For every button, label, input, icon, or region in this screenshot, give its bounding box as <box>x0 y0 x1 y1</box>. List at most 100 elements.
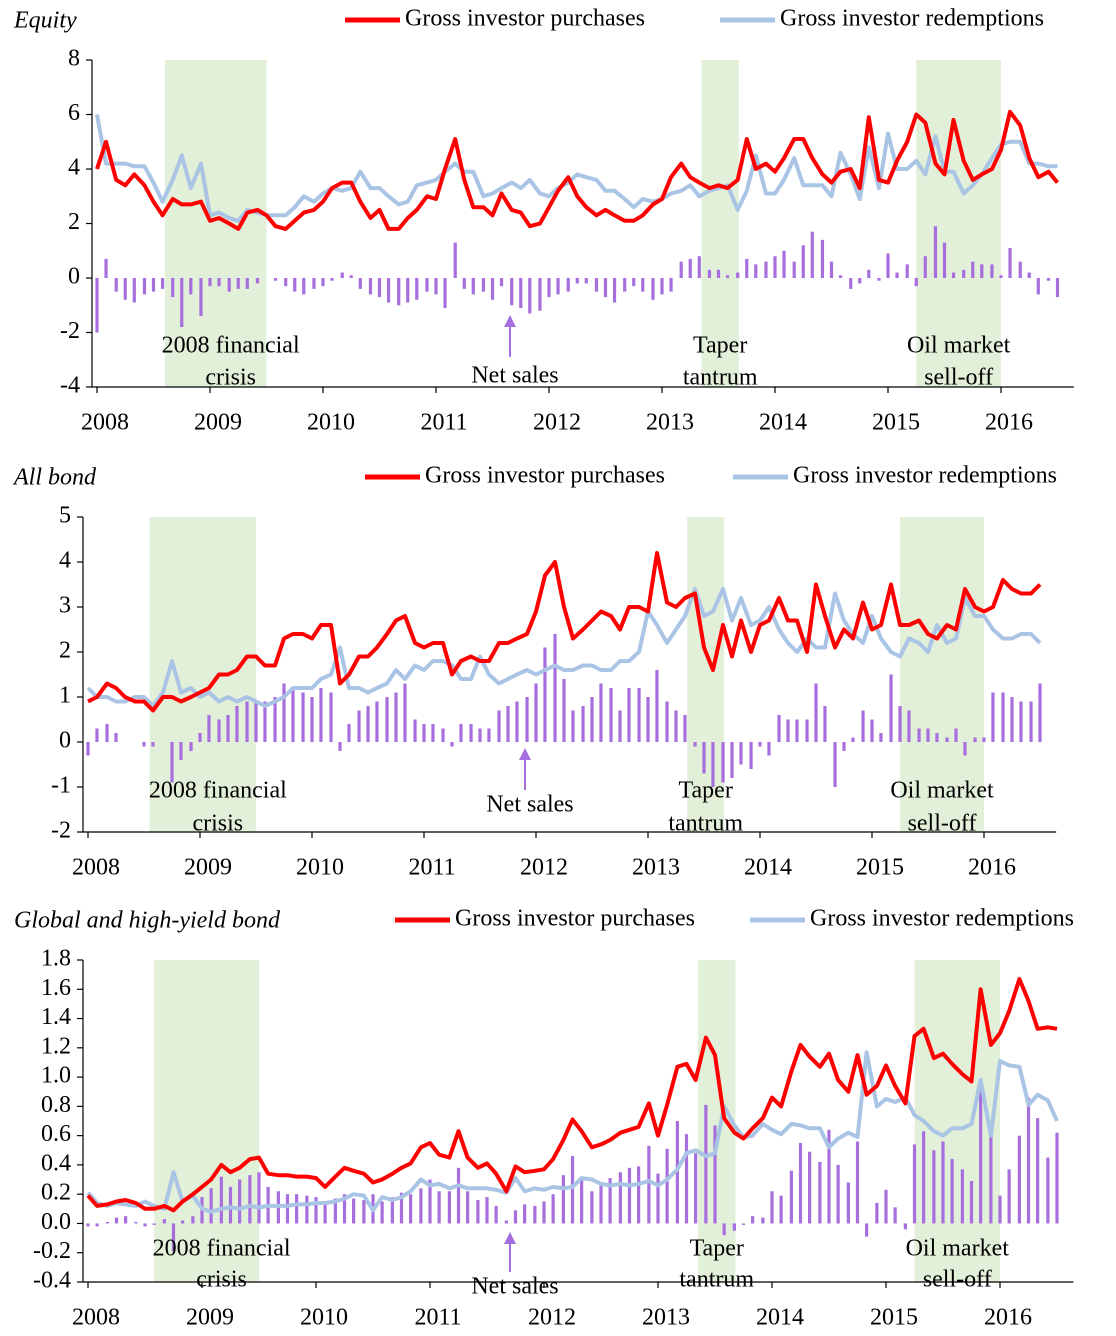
net-sales-bar <box>142 278 147 295</box>
net-sales-bar <box>801 245 805 278</box>
net-sales-bar <box>105 724 109 742</box>
net-sales-bar <box>754 264 758 278</box>
net-sales-bar <box>697 256 701 278</box>
legend-label: Gross investor redemptions <box>810 906 1074 932</box>
net-sales-bar <box>814 683 818 742</box>
y-tick-label: 0.4 <box>41 1150 71 1176</box>
net-sales-bar <box>922 1131 926 1224</box>
net-sales-bar <box>217 278 221 287</box>
net-sales-bar <box>510 278 514 306</box>
net-sales-bar <box>870 719 874 742</box>
legend-label: Gross investor purchases <box>455 906 695 932</box>
series-line <box>86 977 1058 1213</box>
net-sales-bar <box>942 242 947 278</box>
legend-label: Gross investor redemptions <box>793 463 1057 489</box>
net-sales-bar <box>886 253 890 278</box>
shaded-period <box>900 517 984 832</box>
net-sales-bar <box>827 1129 831 1224</box>
net-sales-bar <box>612 278 617 303</box>
net-sales-bar <box>1046 278 1051 281</box>
net-sales-bar <box>462 278 466 289</box>
net-sales-bar <box>627 688 631 742</box>
net-sales-bar <box>584 278 588 284</box>
net-sales-bar <box>273 697 277 742</box>
net-sales-bar <box>641 278 645 292</box>
net-sales-bar <box>1029 701 1033 742</box>
x-tick-label: 2012 <box>533 410 581 436</box>
net-sales-bar <box>338 742 342 751</box>
net-sales-bar <box>399 1192 404 1224</box>
net-sales-bar <box>386 278 391 303</box>
net-sales-bar <box>226 715 230 742</box>
x-tick-label: 2008 <box>72 1305 120 1331</box>
net-sales-bar <box>543 647 547 742</box>
series-line <box>87 551 1042 713</box>
period-label: Oil market <box>907 333 1011 359</box>
net-sales-bar <box>914 278 918 287</box>
y-tick-label: 1.8 <box>41 946 71 972</box>
net-sales-bar <box>898 706 902 742</box>
y-tick-label: -0.2 <box>33 1238 71 1264</box>
net-sales-bar <box>789 1170 793 1224</box>
y-tick-label: 1.4 <box>41 1004 71 1030</box>
y-tick-label: -1 <box>51 773 71 799</box>
x-tick-label: 2010 <box>296 855 344 881</box>
x-tick-label: 2011 <box>420 410 467 436</box>
net-sales-bar <box>973 737 977 742</box>
net-sales-bar <box>422 724 426 742</box>
net-sales-bar <box>707 269 712 278</box>
panel-title: All bond <box>12 465 97 491</box>
x-tick-label: 2013 <box>632 855 680 881</box>
y-tick-label: 1 <box>59 683 71 709</box>
net-sales-bar <box>571 710 575 742</box>
net-sales-bar <box>679 261 683 278</box>
net-sales-bar <box>963 742 967 756</box>
period-label: Taper <box>690 1236 744 1262</box>
net-sales-bar <box>494 1205 498 1224</box>
x-tick-label: 2008 <box>72 855 120 881</box>
x-tick-label: 2013 <box>642 1305 690 1331</box>
net-sales-bar <box>406 278 410 303</box>
annotation-arrowhead <box>519 748 531 760</box>
net-sales-bar <box>333 1198 337 1224</box>
net-sales-bar <box>152 1223 156 1225</box>
net-sales-bar <box>917 728 921 742</box>
net-sales-bar <box>688 258 692 278</box>
net-sales-bar <box>991 692 995 742</box>
series-line <box>86 1050 1059 1214</box>
net-sales-bar <box>312 278 316 289</box>
y-tick-label: 2 <box>59 638 71 664</box>
net-sales-bar <box>340 272 344 278</box>
net-sales-bar <box>711 742 715 787</box>
net-sales-bar <box>245 278 249 289</box>
period-label: crisis <box>192 811 243 837</box>
net-sales-bar <box>403 683 407 742</box>
net-sales-bar <box>255 278 260 284</box>
net-sales-bar <box>538 278 542 311</box>
net-sales-bar <box>884 1189 888 1224</box>
net-sales-bar <box>450 742 454 747</box>
net-sales-bar <box>282 683 286 742</box>
net-sales-bar <box>114 733 118 742</box>
net-sales-bar <box>551 1194 555 1224</box>
net-sales-bar <box>683 715 687 742</box>
net-sales-bar <box>443 278 447 308</box>
y-tick-label: 1.0 <box>41 1063 71 1089</box>
net-sales-bar <box>675 1121 679 1224</box>
net-sales-bar <box>485 1197 489 1224</box>
net-sales-bar <box>989 1132 993 1224</box>
net-sales-bar <box>456 1167 461 1224</box>
net-sales-bar <box>459 724 463 742</box>
net-sales-bar <box>95 1223 99 1227</box>
net-sales-bar <box>358 278 362 289</box>
net-sales-bar <box>761 1217 765 1224</box>
net-sales-bar <box>950 1159 954 1224</box>
net-sales-bar <box>867 269 871 278</box>
y-tick-label: 0.6 <box>41 1121 71 1147</box>
net-sales-bar <box>912 1144 917 1224</box>
net-sales-bar <box>170 742 174 783</box>
net-sales-bar <box>782 250 786 278</box>
net-sales-bar <box>235 706 239 742</box>
net-sales-bar <box>798 1142 803 1224</box>
net-sales-bar <box>181 1220 185 1224</box>
